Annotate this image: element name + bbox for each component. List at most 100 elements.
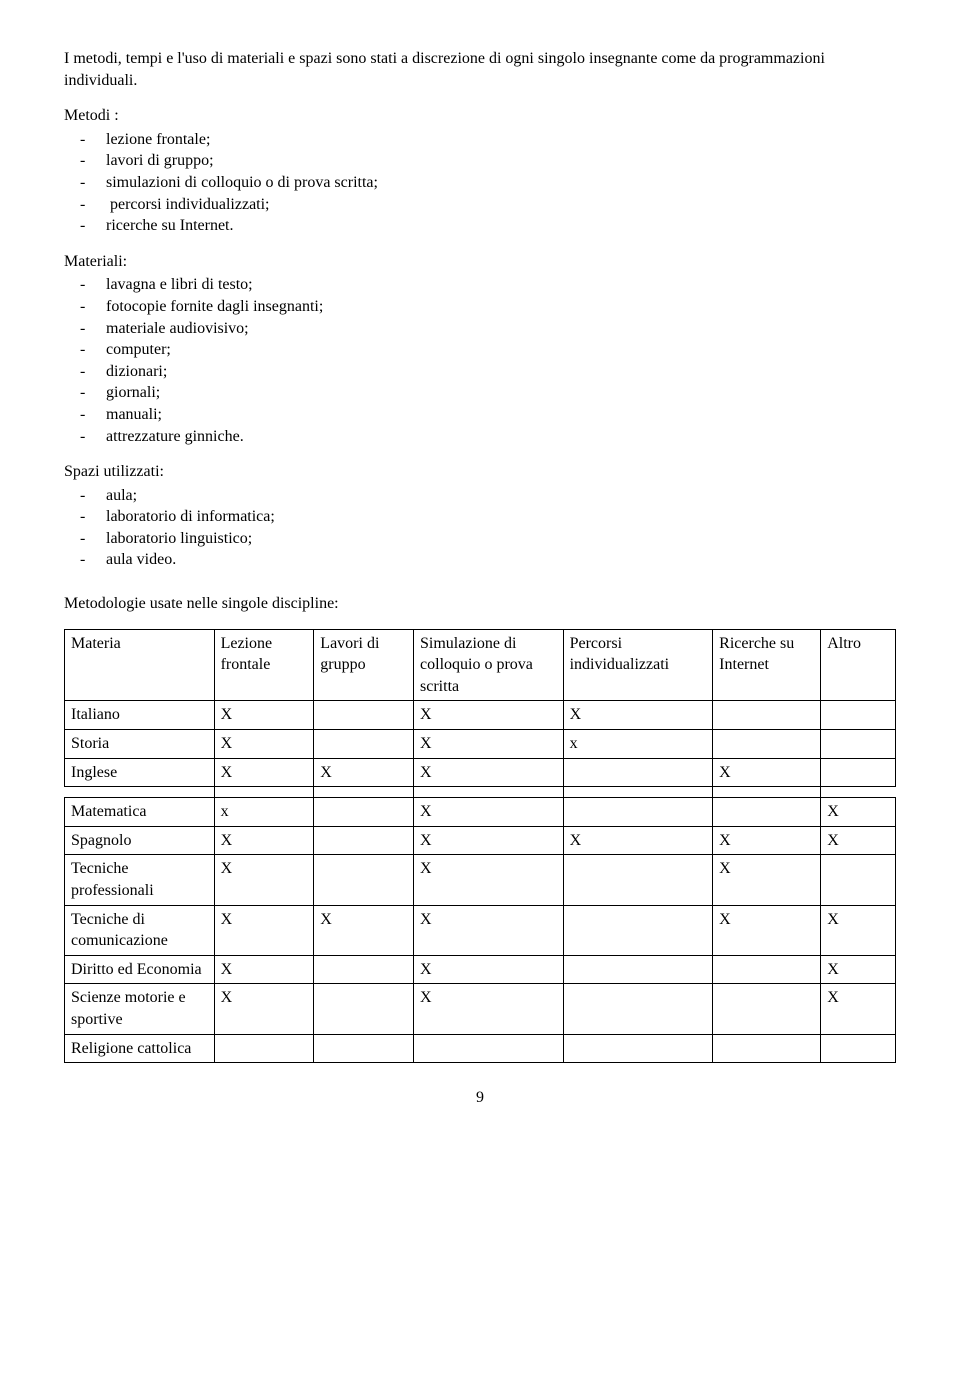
materia-cell: Matematica	[65, 798, 215, 827]
materia-cell: Storia	[65, 730, 215, 759]
table-cell: X	[214, 758, 314, 787]
table-header-row: Materia Lezione frontale Lavori di grupp…	[65, 629, 896, 701]
table-row: Tecniche di comunicazione X X X X X	[65, 905, 896, 955]
materia-cell: Diritto ed Economia	[65, 955, 215, 984]
table-cell: X	[214, 730, 314, 759]
col-header: Percorsi individualizzati	[563, 629, 713, 701]
table-cell: X	[821, 826, 896, 855]
table-spacer-row	[65, 787, 896, 798]
col-header: Lavori di gruppo	[314, 629, 414, 701]
materia-cell: Tecniche di comunicazione	[65, 905, 215, 955]
table-row: Inglese X X X X	[65, 758, 896, 787]
table-cell	[314, 955, 414, 984]
table-cell: X	[713, 758, 821, 787]
list-item: dizionari;	[106, 361, 896, 383]
table-cell: X	[821, 905, 896, 955]
spazi-list: aula; laboratorio di informatica; labora…	[64, 485, 896, 571]
list-item: materiale audiovisivo;	[106, 318, 896, 340]
table-row: Storia X X x	[65, 730, 896, 759]
col-header: Ricerche su Internet	[713, 629, 821, 701]
list-item: ricerche su Internet.	[106, 215, 896, 237]
metodologie-table: Materia Lezione frontale Lavori di grupp…	[64, 629, 896, 1064]
metodi-list: lezione frontale; lavori di gruppo; simu…	[64, 129, 896, 237]
materiali-list: lavagna e libri di testo; fotocopie forn…	[64, 274, 896, 447]
table-cell: x	[563, 730, 713, 759]
table-row: Matematica x X X	[65, 798, 896, 827]
intro-paragraph: I metodi, tempi e l'uso di materiali e s…	[64, 48, 896, 91]
table-cell	[314, 984, 414, 1034]
table-cell	[713, 955, 821, 984]
table-cell: X	[214, 855, 314, 905]
table-cell	[821, 730, 896, 759]
table-cell: x	[214, 798, 314, 827]
table-cell	[314, 855, 414, 905]
table-cell: X	[414, 955, 564, 984]
page-number: 9	[64, 1087, 896, 1109]
spazi-title: Spazi utilizzati:	[64, 461, 896, 483]
table-cell	[713, 798, 821, 827]
list-item: computer;	[106, 339, 896, 361]
table-cell: X	[314, 905, 414, 955]
table-cell: X	[414, 730, 564, 759]
col-header: Simulazione di colloquio o prova scritta	[414, 629, 564, 701]
table-cell	[821, 758, 896, 787]
table-cell: X	[821, 955, 896, 984]
col-header: Materia	[65, 629, 215, 701]
list-item: attrezzature ginniche.	[106, 426, 896, 448]
table-cell: X	[414, 984, 564, 1034]
materia-cell: Italiano	[65, 701, 215, 730]
list-item: aula;	[106, 485, 896, 507]
list-item: aula video.	[106, 549, 896, 571]
table-cell	[314, 1034, 414, 1063]
table-cell	[414, 1034, 564, 1063]
table-cell: X	[214, 826, 314, 855]
metodi-title: Metodi :	[64, 105, 896, 127]
table-cell	[713, 984, 821, 1034]
table-cell: X	[713, 905, 821, 955]
table-cell: X	[713, 826, 821, 855]
table-cell	[713, 1034, 821, 1063]
table-cell: X	[414, 826, 564, 855]
table-cell: X	[214, 984, 314, 1034]
materia-cell: Spagnolo	[65, 826, 215, 855]
table-cell: X	[414, 701, 564, 730]
table-cell	[214, 1034, 314, 1063]
table-row: Religione cattolica	[65, 1034, 896, 1063]
table-cell	[713, 701, 821, 730]
list-item: manuali;	[106, 404, 896, 426]
table-cell: X	[414, 758, 564, 787]
materia-cell: Religione cattolica	[65, 1034, 215, 1063]
table-cell	[821, 1034, 896, 1063]
list-item: laboratorio di informatica;	[106, 506, 896, 528]
table-cell	[314, 701, 414, 730]
col-header: Lezione frontale	[214, 629, 314, 701]
table-cell	[314, 826, 414, 855]
table-cell: X	[563, 826, 713, 855]
materiali-title: Materiali:	[64, 251, 896, 273]
table-cell: X	[414, 798, 564, 827]
table-cell	[563, 955, 713, 984]
list-item: giornali;	[106, 382, 896, 404]
table-cell	[314, 730, 414, 759]
list-item: lavori di gruppo;	[106, 150, 896, 172]
list-item: lezione frontale;	[106, 129, 896, 151]
table-cell: X	[821, 984, 896, 1034]
table-cell	[563, 855, 713, 905]
table-cell	[563, 905, 713, 955]
table-row: Scienze motorie e sportive X X X	[65, 984, 896, 1034]
table-cell	[713, 730, 821, 759]
table-cell	[821, 701, 896, 730]
table-row: Italiano X X X	[65, 701, 896, 730]
table-cell: X	[214, 955, 314, 984]
table-cell: X	[314, 758, 414, 787]
materia-cell: Tecniche professionali	[65, 855, 215, 905]
table-cell	[563, 798, 713, 827]
table-row: Diritto ed Economia X X X	[65, 955, 896, 984]
col-header: Altro	[821, 629, 896, 701]
materia-cell: Scienze motorie e sportive	[65, 984, 215, 1034]
list-item: lavagna e libri di testo;	[106, 274, 896, 296]
list-item: simulazioni di colloquio o di prova scri…	[106, 172, 896, 194]
table-row: Spagnolo X X X X X	[65, 826, 896, 855]
list-item: fotocopie fornite dagli insegnanti;	[106, 296, 896, 318]
table-cell	[563, 758, 713, 787]
